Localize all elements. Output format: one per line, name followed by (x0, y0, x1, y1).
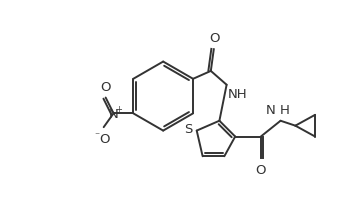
Text: O: O (209, 32, 220, 45)
Text: NH: NH (228, 87, 247, 100)
Text: N: N (266, 103, 276, 116)
Text: +: + (115, 104, 122, 113)
Text: S: S (184, 123, 193, 135)
Text: O: O (99, 132, 110, 145)
Text: O: O (256, 163, 266, 176)
Text: ⁻: ⁻ (94, 131, 99, 140)
Text: H: H (279, 103, 289, 116)
Text: O: O (100, 80, 111, 93)
Text: N: N (109, 107, 118, 120)
